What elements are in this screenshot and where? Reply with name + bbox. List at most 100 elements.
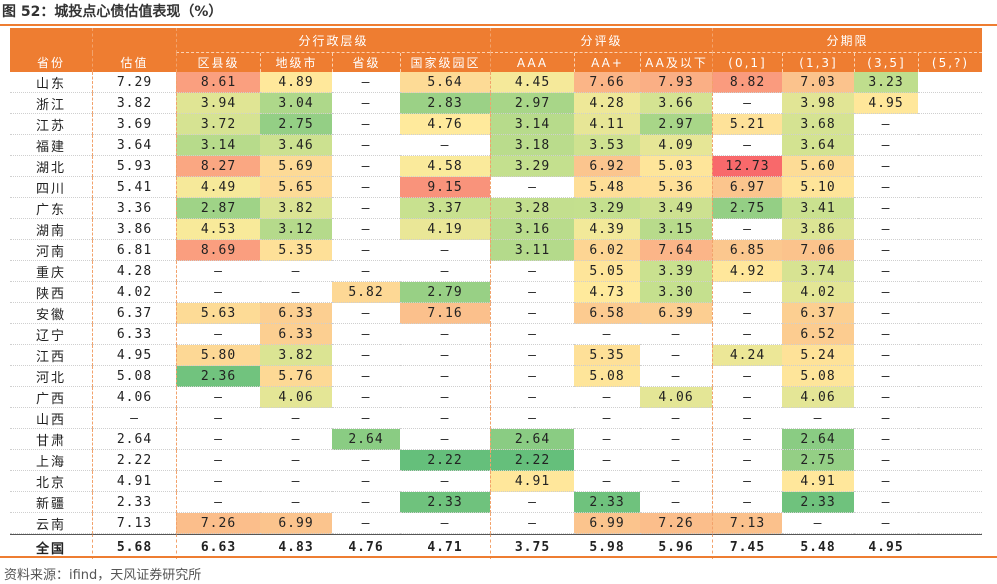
province-cell: 陕西 [10,282,92,303]
county-cell: 3.94 [176,93,260,114]
county-cell: 4.53 [176,219,260,240]
term-3-5-cell: 3.23 [854,72,918,93]
term-3-5-cell: – [854,408,918,429]
province-cell: 广东 [10,198,92,219]
aaa-cell: – [490,408,574,429]
term-5-plus-cell [918,93,982,114]
national-park-cell: 4.71 [400,534,490,559]
term-5-plus-cell [918,387,982,408]
provincial-cell: 5.82 [332,282,400,303]
national-park-cell: – [400,408,490,429]
aa-plus-cell: 2.33 [574,492,640,513]
term-5-plus-cell [918,219,982,240]
national-park-cell: 4.19 [400,219,490,240]
aaa-cell: – [490,366,574,387]
province-cell: 安徽 [10,303,92,324]
term-5-plus-cell [918,282,982,303]
term-1-3-cell: 3.74 [782,261,854,282]
valuation-cell: 3.36 [92,198,176,219]
county-cell: – [176,450,260,471]
term-3-5-cell: – [854,366,918,387]
prefecture-cell: 3.82 [260,345,332,366]
term-1-3-cell: 3.98 [782,93,854,114]
province-cell: 北京 [10,471,92,492]
province-cell: 甘肃 [10,429,92,450]
county-cell: 7.26 [176,513,260,534]
valuation-cell: 6.37 [92,303,176,324]
term-1-3-cell: 4.06 [782,387,854,408]
county-cell: 6.63 [176,534,260,559]
aa-below-cell: 2.97 [640,114,712,135]
prefecture-cell: – [260,471,332,492]
provincial-cell: – [332,303,400,324]
aaa-cell: 3.16 [490,219,574,240]
prefecture-cell: 6.99 [260,513,332,534]
province-cell: 云南 [10,513,92,534]
provincial-cell: – [332,198,400,219]
table-row: 山西 – – – – – – – – – – – [10,408,982,429]
aa-plus-cell: – [574,450,640,471]
term-1-3-cell: 4.91 [782,471,854,492]
valuation-cell: 6.33 [92,324,176,345]
term-0-1-cell: – [712,93,782,114]
term-1-3-cell: 2.33 [782,492,854,513]
prefecture-cell: 3.46 [260,135,332,156]
province-cell: 湖北 [10,156,92,177]
county-cell: – [176,282,260,303]
aa-plus-cell: 3.53 [574,135,640,156]
aa-below-cell: – [640,429,712,450]
term-1-3-cell: 6.37 [782,303,854,324]
term-0-1-cell: 12.73 [712,156,782,177]
term-1-3-cell: 5.48 [782,534,854,559]
provincial-cell: – [332,135,400,156]
provincial-cell: – [332,471,400,492]
aa-below-cell: – [640,492,712,513]
term-5-plus-cell [918,324,982,345]
aa-plus-cell: 4.73 [574,282,640,303]
national-park-cell: – [400,345,490,366]
term-5-plus-cell [918,303,982,324]
term-0-1-cell: – [712,492,782,513]
term-3-5-cell: 4.95 [854,93,918,114]
provincial-cell: 4.76 [332,534,400,559]
term-0-1-cell: 6.85 [712,240,782,261]
term-0-1-cell: 7.45 [712,534,782,559]
aaa-cell: – [490,387,574,408]
province-cell: 重庆 [10,261,92,282]
term-3-5-cell: – [854,177,918,198]
table-row: 湖北 5.93 8.27 5.69–4.58 3.29 6.92 5.03 12.73 5.60… [10,156,982,177]
national-park-cell: 4.76 [400,114,490,135]
term-5-plus-cell [918,450,982,471]
group-rating: 分评级 [490,28,712,53]
national-park-cell: 3.37 [400,198,490,219]
provincial-cell: – [332,72,400,93]
aa-below-cell: – [640,366,712,387]
province-cell: 河北 [10,366,92,387]
national-park-cell: 2.33 [400,492,490,513]
prefecture-cell: 3.12 [260,219,332,240]
aa-plus-cell: 5.35 [574,345,640,366]
term-5-plus-cell [918,492,982,513]
province-cell: 福建 [10,135,92,156]
term-3-5-cell: – [854,114,918,135]
national-park-cell: – [400,387,490,408]
term-5-plus-cell [918,72,982,93]
table-row: 安徽 6.37 5.63 6.33–7.16–6.58 6.39–6.37– [10,303,982,324]
provincial-cell: – [332,366,400,387]
province-cell: 广西 [10,387,92,408]
aa-below-cell: 4.09 [640,135,712,156]
term-0-1-cell: 6.97 [712,177,782,198]
provincial-cell: – [332,114,400,135]
source-note: 资料来源：ifind，天风证券研究所 [4,568,202,583]
term-3-5-cell: – [854,492,918,513]
county-cell: 4.49 [176,177,260,198]
term-0-1-cell: – [712,135,782,156]
county-cell: 8.61 [176,72,260,93]
term-0-1-cell: 4.24 [712,345,782,366]
valuation-cell: 5.93 [92,156,176,177]
valuation-cell: – [92,408,176,429]
county-cell: – [176,387,260,408]
aa-plus-cell: 5.48 [574,177,640,198]
prefecture-cell: 4.89 [260,72,332,93]
national-park-cell: – [400,324,490,345]
